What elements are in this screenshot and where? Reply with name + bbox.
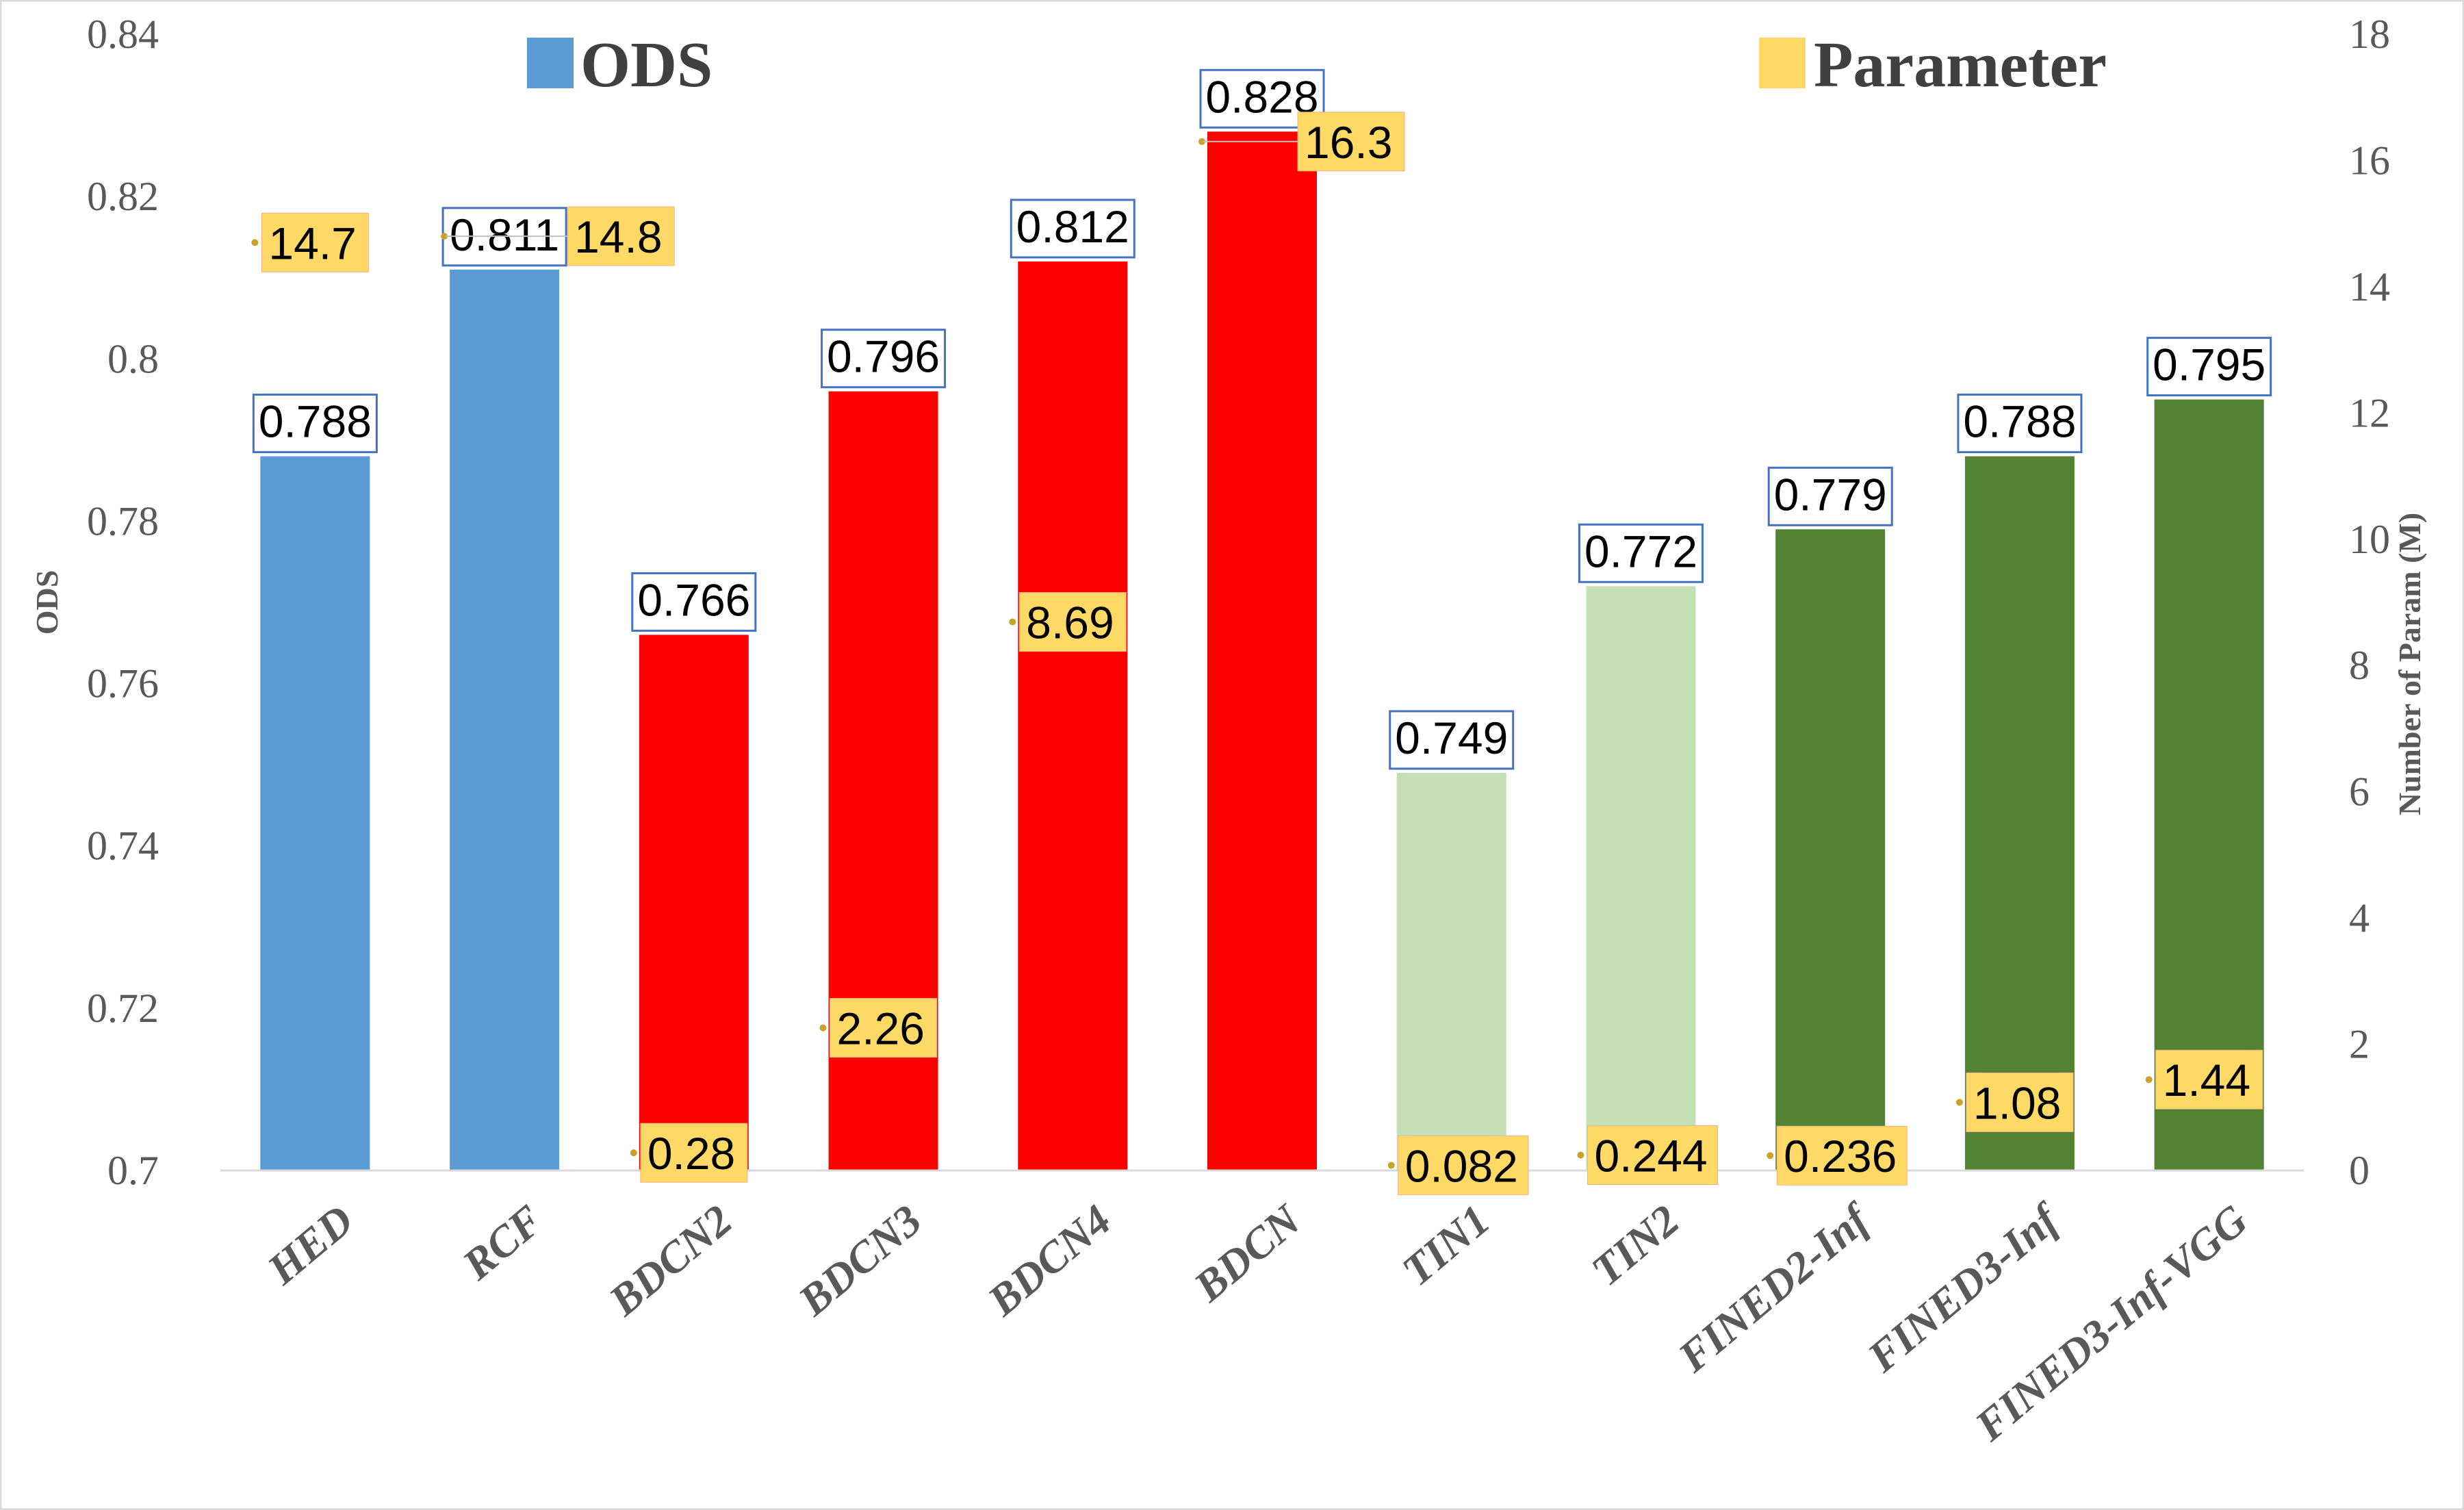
bar-fined3-inf [1964,456,2075,1170]
param-label-10: 1.44 [2163,1055,2250,1105]
y-tick-label-3: 0.76 [87,661,159,706]
bar-fined3-inf-vgg [2154,399,2264,1170]
ods-label-box-2 [631,572,757,632]
y2-tick-label-1: 2 [2349,1022,2370,1067]
param-point-5 [1198,138,1205,145]
ods-label-box-0 [252,394,378,454]
ods-label-2: 0.766 [637,574,750,625]
legend-swatch-parameter [1759,38,1806,88]
param-label-9: 1.08 [1973,1077,2061,1128]
param-point-10 [2145,1076,2153,1084]
x-tick-label-4: BDCN4 [978,1195,1120,1325]
param-label-box-3 [830,998,938,1058]
x-tick-label-7: TIN2 [1582,1195,1689,1295]
param-label-4: 8.69 [1026,598,1114,648]
param-label-box-6 [1398,1135,1529,1195]
bar-bdcn4 [1018,261,1128,1170]
x-tick-label-0: HED [258,1195,363,1294]
ods-label-4: 0.812 [1016,201,1129,252]
x-tick-label-2: BDCN2 [600,1195,741,1325]
ods-label-9: 0.788 [1963,396,2076,447]
y-tick-label-2: 0.74 [87,823,159,869]
param-label-box-0 [261,212,369,272]
param-label-8: 0.236 [1784,1131,1897,1181]
param-point-8 [1767,1152,1774,1160]
ods-label-8: 0.779 [1774,469,1887,520]
param-label-box-4 [1018,592,1127,652]
y2-tick-label-2: 4 [2349,895,2370,940]
ods-label-6: 0.749 [1395,713,1508,763]
param-point-4 [1009,618,1016,626]
ods-label-box-9 [1957,394,2083,454]
y-tick-label-0: 0.7 [107,1148,159,1193]
y-axis-title: ODS [29,570,64,635]
y-tick-label-5: 0.8 [107,336,159,381]
bar-rcf [450,269,560,1170]
param-point-3 [819,1024,827,1032]
bar-tin1 [1396,773,1506,1170]
param-label-box-2 [640,1123,748,1183]
ods-label-box-10 [2146,337,2272,397]
ods-label-3: 0.796 [827,331,940,382]
bar-bdcn [1207,131,1317,1170]
x-tick-label-1: RCF [453,1195,552,1289]
param-label-0: 14.7 [268,218,356,268]
y2-tick-label-4: 8 [2349,643,2370,688]
y-tick-label-1: 0.72 [87,986,159,1031]
param-label-box-10 [2155,1049,2263,1110]
x-tick-label-8: FINED2-Inf [1669,1193,1881,1382]
y2-axis-title: Number of Param (M) [2392,513,2427,815]
legend-label-parameter: Parameter [1814,29,2107,101]
bar-tin2 [1586,586,1696,1170]
param-label-7: 0.244 [1594,1130,1707,1181]
param-point-6 [1387,1162,1395,1169]
y2-tick-label-7: 14 [2349,264,2390,309]
param-label-box-8 [1776,1125,1908,1186]
y-tick-label-4: 0.78 [87,498,159,543]
bar-fined2-inf [1775,529,1886,1170]
x-tick-label-5: BDCN [1184,1194,1311,1311]
y2-tick-label-8: 16 [2349,138,2390,183]
ods-label-box-8 [1767,466,1893,526]
y2-tick-label-0: 0 [2349,1148,2370,1193]
ods-label-10: 0.795 [2153,340,2266,390]
y2-tick-label-3: 6 [2349,769,2370,815]
bar-bdcn2 [639,635,749,1170]
param-point-2 [630,1149,637,1157]
bar-hed [260,456,370,1170]
y-tick-label-6: 0.82 [87,174,159,219]
ods-label-7: 0.772 [1584,526,1697,576]
param-label-5: 16.3 [1305,117,1392,168]
param-label-box-7 [1587,1125,1718,1185]
ods-label-box-3 [821,329,947,389]
x-tick-label-3: BDCN3 [788,1195,930,1325]
param-label-box-1 [567,206,675,266]
param-label-2: 0.28 [647,1128,735,1179]
param-point-0 [251,239,259,246]
y2-tick-label-6: 12 [2349,390,2390,435]
ods-label-box-4 [1010,199,1135,259]
y-tick-label-7: 0.84 [87,12,159,57]
param-point-9 [1955,1099,1963,1106]
ods-label-1: 0.811 [450,209,559,260]
y2-tick-label-5: 10 [2349,517,2390,562]
param-label-3: 2.26 [837,1003,925,1054]
param-label-box-9 [1966,1072,2074,1132]
y2-tick-label-9: 18 [2349,12,2390,57]
param-label-1: 14.8 [574,212,662,262]
param-point-1 [441,233,448,240]
x-tick-label-6: TIN1 [1393,1195,1499,1295]
param-label-6: 0.082 [1405,1140,1518,1191]
legend-swatch-ods [527,38,574,88]
ods-label-0: 0.788 [259,396,372,447]
ods-label-box-6 [1389,710,1515,770]
legend-label-ods: ODS [580,29,713,101]
param-point-7 [1577,1151,1584,1159]
ods-label-box-7 [1578,523,1704,583]
param-label-box-5 [1297,112,1405,172]
